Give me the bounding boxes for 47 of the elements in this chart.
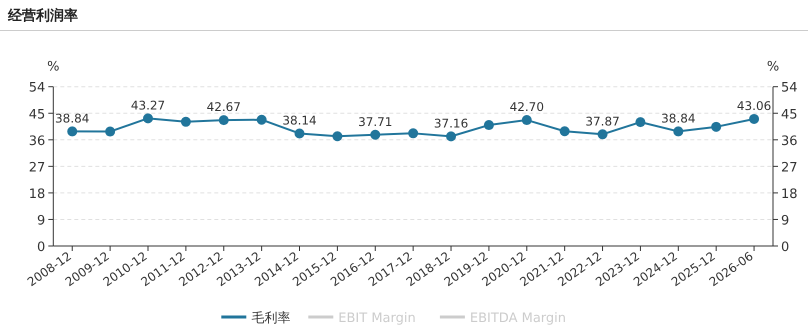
y-tick-label: 0 xyxy=(37,240,46,255)
point xyxy=(105,126,116,137)
point xyxy=(522,115,532,126)
y2-axis-title: % xyxy=(766,60,780,75)
point xyxy=(256,114,267,125)
point xyxy=(408,128,418,138)
data-label: 42.70 xyxy=(510,100,544,114)
y2-tick-label: 18 xyxy=(781,186,798,202)
y-tick-label: 9 xyxy=(37,213,46,228)
y2-tick-label: 45 xyxy=(781,107,798,122)
point xyxy=(294,128,305,138)
data-label: 38.84 xyxy=(661,111,696,126)
point xyxy=(635,117,646,128)
point xyxy=(598,129,608,140)
point xyxy=(180,116,191,127)
point xyxy=(673,126,684,136)
y2-tick-label: 9 xyxy=(781,213,790,228)
point xyxy=(67,126,78,136)
data-label: 43.27 xyxy=(130,98,166,112)
y2-tick-label: 0 xyxy=(781,240,790,255)
data-label: 37.71 xyxy=(358,114,392,129)
y2-tick-label: 27 xyxy=(781,160,798,176)
data-label: 37.87 xyxy=(585,114,620,128)
point xyxy=(711,122,722,132)
legend-label: 毛利率 xyxy=(251,310,290,326)
y-tick-label: 27 xyxy=(28,160,46,176)
data-label: 37.16 xyxy=(434,116,468,130)
point xyxy=(446,131,456,142)
data-label: 38.84 xyxy=(55,111,90,126)
point xyxy=(370,130,380,140)
point xyxy=(484,120,494,130)
data-label: 43.06 xyxy=(736,98,772,113)
y2-tick-label: 54 xyxy=(781,80,798,96)
y-tick-label: 45 xyxy=(28,107,46,122)
data-label: 38.14 xyxy=(282,113,317,128)
y2-tick-label: 36 xyxy=(781,134,798,149)
y-axis-title: % xyxy=(47,60,60,75)
data-label: 42.67 xyxy=(206,100,241,114)
point xyxy=(749,114,760,124)
point xyxy=(560,126,570,136)
point xyxy=(332,131,342,142)
y-tick-label: 18 xyxy=(28,186,46,202)
chart-title: 经营利润率 xyxy=(7,7,78,24)
point xyxy=(142,113,153,124)
y-tick-label: 54 xyxy=(28,80,46,96)
point xyxy=(218,115,229,126)
y-tick-label: 36 xyxy=(28,134,46,149)
